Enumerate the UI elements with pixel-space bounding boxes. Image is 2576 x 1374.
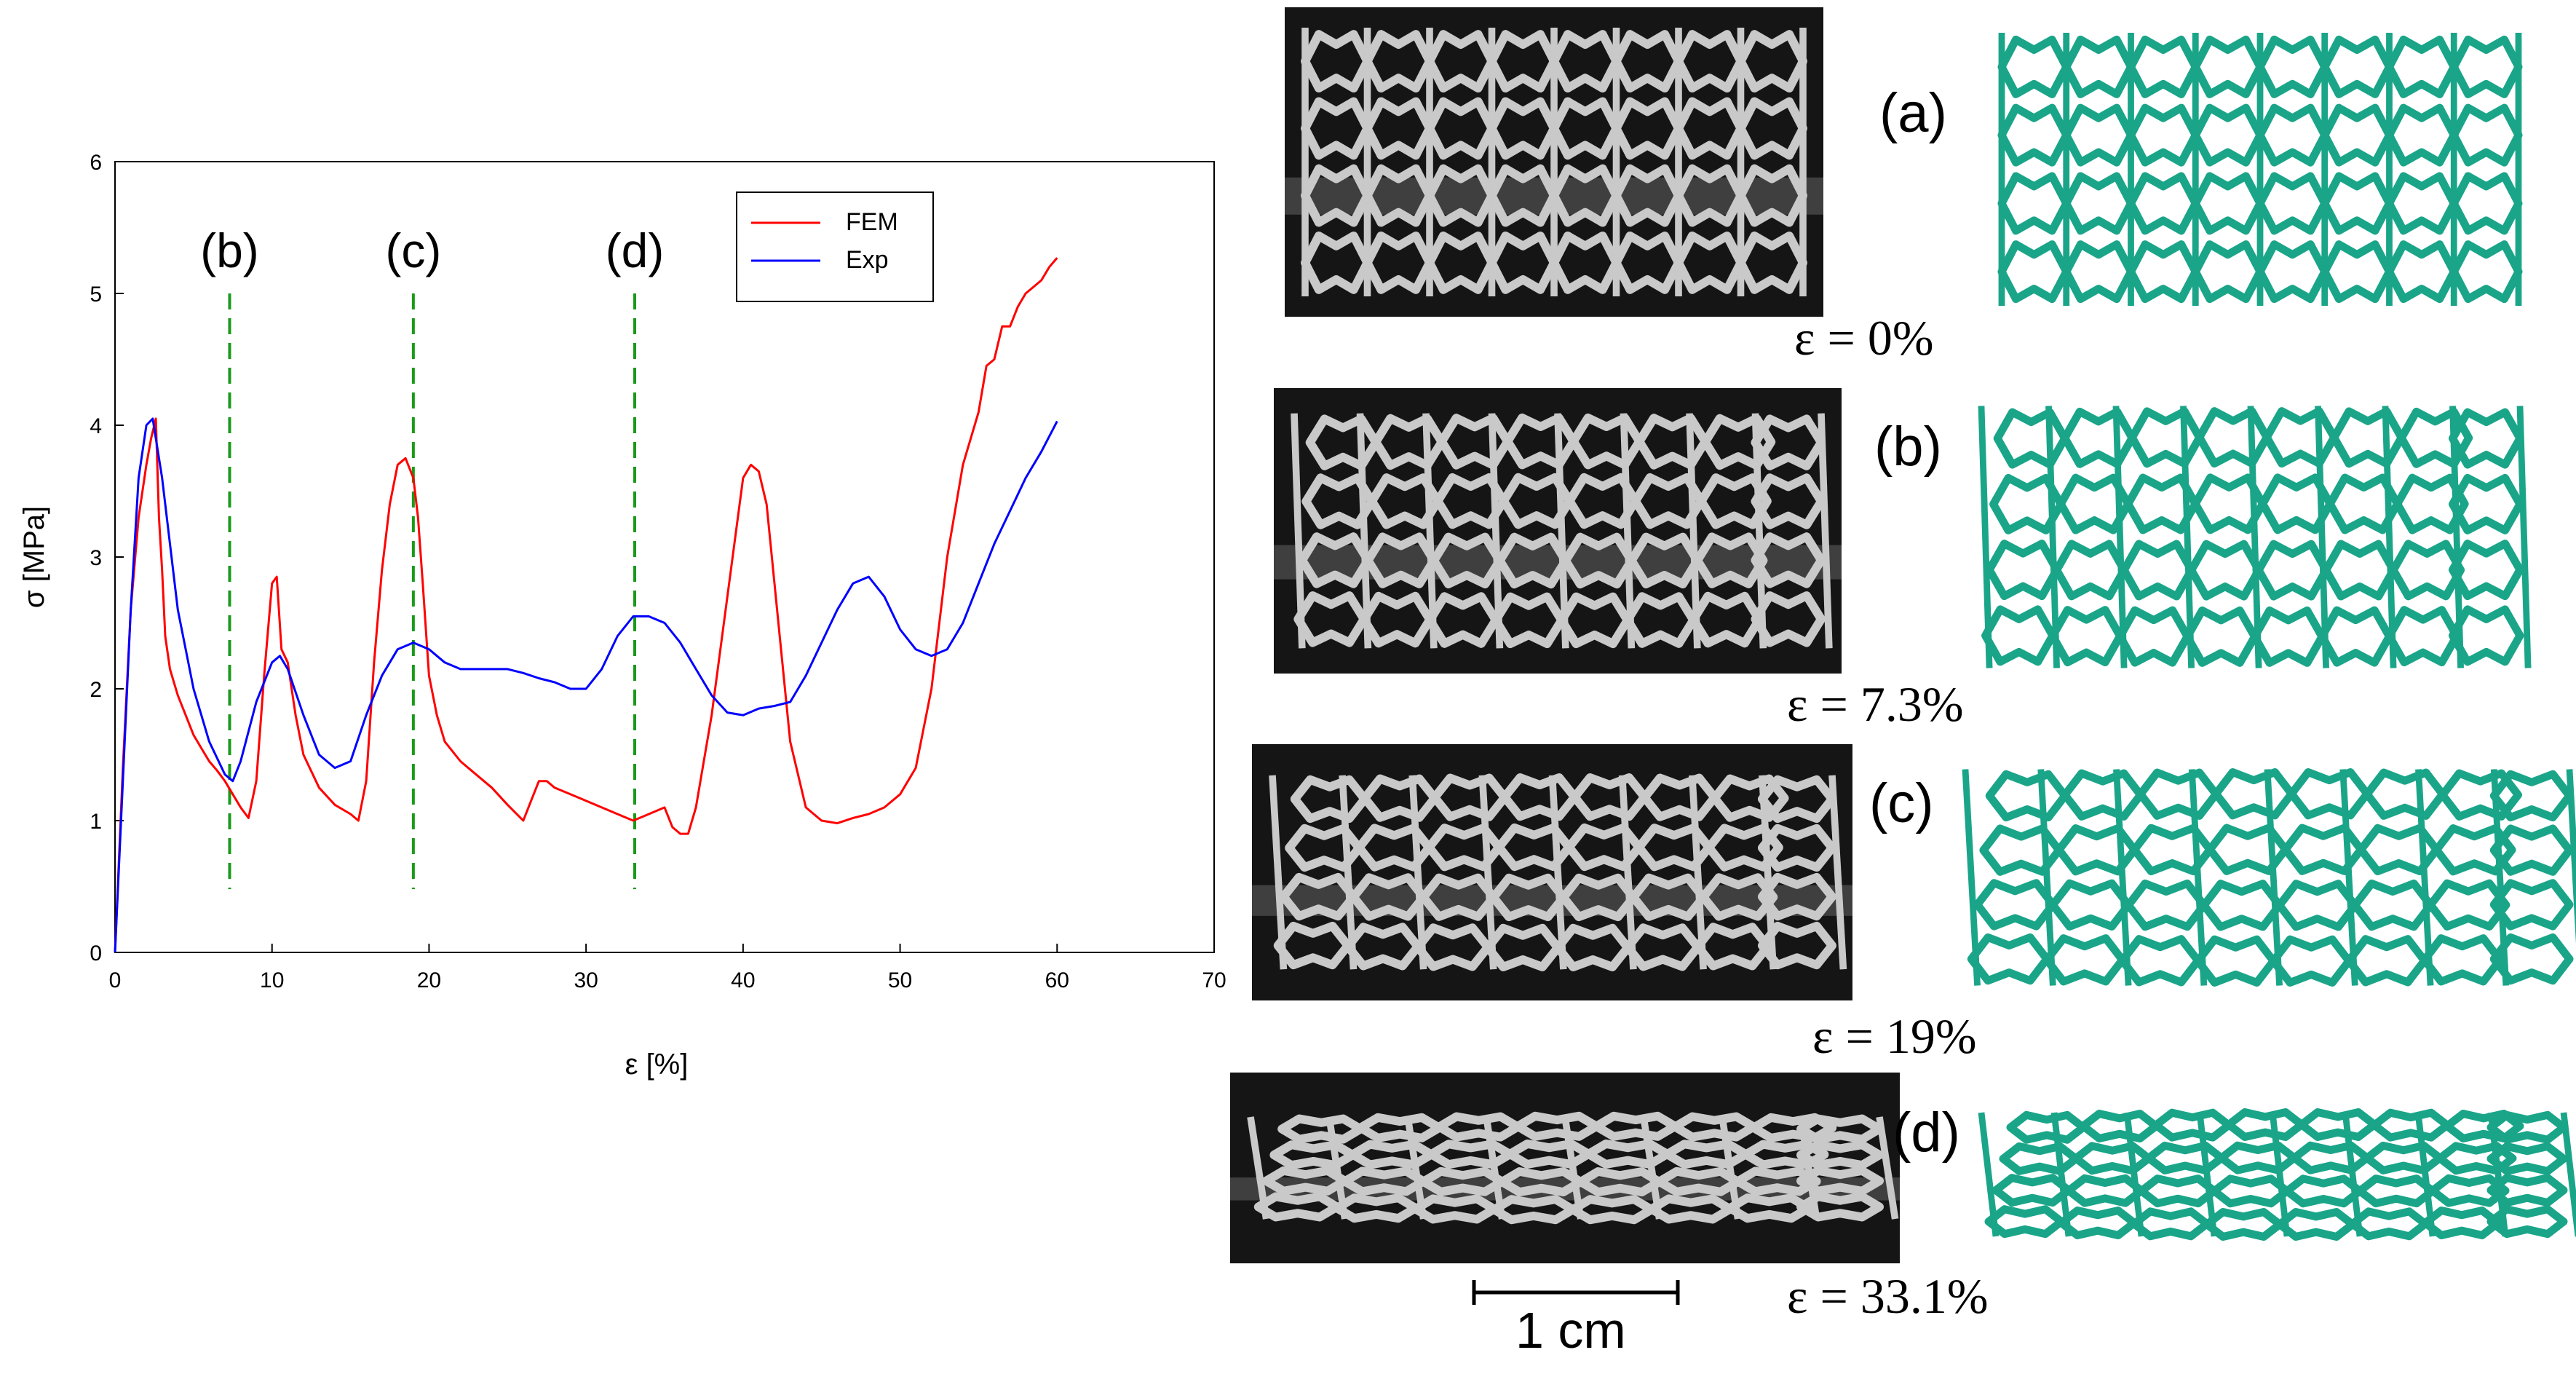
legend-box <box>736 192 934 302</box>
x-tick-label: 20 <box>417 968 441 992</box>
y-tick-label: 3 <box>90 546 102 570</box>
fem-lattice-a <box>1997 33 2523 306</box>
x-tick-label: 30 <box>574 968 598 992</box>
strain-label-b: ε = 7.3% <box>1787 676 1964 732</box>
legend: FEM Exp <box>736 192 934 302</box>
marker-label-d: (d) <box>606 224 665 277</box>
series-line-exp <box>114 417 1058 953</box>
y-tick-label: 4 <box>90 414 102 438</box>
fem-model-b <box>1974 393 2532 681</box>
panel-label-b: (b) <box>1874 416 1942 478</box>
scale-bar <box>1472 1280 1680 1305</box>
y-tick-label: 5 <box>90 283 102 307</box>
photo-panel-a <box>1285 7 1823 317</box>
fem-model-c <box>1958 750 2576 1005</box>
strain-markers: (b) (c) (d) <box>200 224 665 890</box>
marker-label-c: (c) <box>385 224 441 277</box>
fem-lattice-c <box>1962 768 2576 987</box>
fem-lattice-b <box>1978 406 2532 668</box>
y-tick-label: 1 <box>90 810 102 834</box>
fem-model-a <box>1994 25 2526 313</box>
photo-panel-b <box>1274 388 1842 674</box>
y-tick-label: 6 <box>90 151 102 175</box>
x-tick-label: 0 <box>109 968 122 992</box>
x-axis-ticks: 0 10 20 30 40 50 60 70 <box>109 944 1226 992</box>
panel-label-c: (c) <box>1869 773 1934 834</box>
plot-frame <box>114 161 1215 953</box>
x-tick-label: 60 <box>1045 968 1069 992</box>
x-tick-label: 50 <box>888 968 912 992</box>
marker-label-b: (b) <box>200 224 259 277</box>
fem-model-d <box>1974 1076 2576 1273</box>
legend-label-exp: Exp <box>846 246 889 274</box>
y-axis-title: σ [MPa] <box>18 506 50 608</box>
legend-label-fem: FEM <box>846 208 898 236</box>
panel-label-d: (d) <box>1893 1102 1960 1164</box>
strain-label-a: ε = 0% <box>1794 310 1934 366</box>
plot-area-border <box>114 161 1215 953</box>
y-tick-label: 2 <box>90 678 102 702</box>
series-line-fem <box>114 257 1058 953</box>
fem-lattice-d <box>1978 1108 2576 1241</box>
data-series <box>114 257 1058 953</box>
stress-strain-chart: 0 1 2 3 4 5 6 0 10 20 30 40 50 60 70 (b) (c) (d) FEM Exp… <box>18 151 1226 1081</box>
x-tick-label: 70 <box>1202 968 1226 992</box>
photo-lattice-b <box>1274 413 1842 649</box>
photo-panel-d <box>1230 1073 1900 1263</box>
x-tick-label: 10 <box>260 968 284 992</box>
photo-lattice-c <box>1252 773 1852 971</box>
y-tick-label: 0 <box>90 941 102 966</box>
y-axis-ticks: 0 1 2 3 4 5 6 <box>90 151 124 966</box>
photo-lattice-d <box>1230 1111 1900 1225</box>
x-axis-title: ε [%] <box>625 1049 689 1081</box>
photo-panel-c <box>1252 744 1852 1000</box>
panel-label-a: (a) <box>1879 82 1947 144</box>
strain-label-c: ε = 19% <box>1812 1008 1977 1064</box>
x-tick-label: 40 <box>731 968 755 992</box>
strain-label-d: ε = 33.1% <box>1787 1268 1989 1324</box>
photo-lattice-a <box>1285 28 1823 296</box>
scale-bar-label: 1 cm <box>1515 1302 1626 1359</box>
